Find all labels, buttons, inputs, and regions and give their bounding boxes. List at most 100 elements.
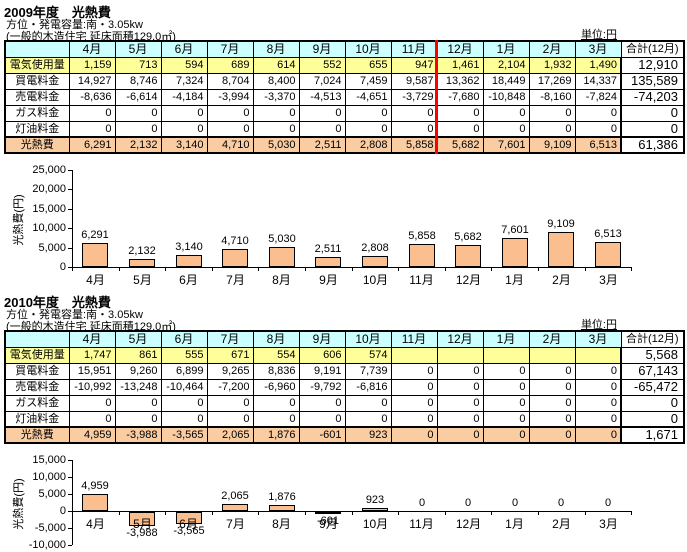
cell: 0 xyxy=(436,104,484,122)
cell: 1,490 xyxy=(574,56,622,74)
y-tick-label: 0 xyxy=(59,505,66,517)
x-tick xyxy=(538,267,539,271)
x-tick xyxy=(72,267,73,271)
month-column-header: 1月 xyxy=(482,330,530,348)
y-tick-label: 5,000 xyxy=(38,242,66,254)
cell: 1,876 xyxy=(252,426,300,444)
row-label: 買電料金 xyxy=(4,72,70,90)
cell: 671 xyxy=(206,346,254,364)
cell: -7,680 xyxy=(436,88,484,106)
cell: 0 xyxy=(436,410,484,428)
cell: 0 xyxy=(160,410,208,428)
cell: 4,710 xyxy=(206,136,254,154)
table-row: 灯油料金 0 0 0 0 0 0 0 0 0 0 0 0 0 xyxy=(4,410,685,428)
unit-label-2010: 単位:円 xyxy=(580,319,617,331)
cell: 0 xyxy=(114,410,162,428)
x-category-label: 6月 xyxy=(179,273,198,287)
month-column-header: 10月 xyxy=(344,40,392,58)
x-tick xyxy=(352,267,353,271)
y-tick xyxy=(68,528,72,529)
row-total: 0 xyxy=(620,394,685,412)
x-category-label: 1月 xyxy=(505,517,524,531)
month-column-header: 11月 xyxy=(390,40,438,58)
cell: 5,030 xyxy=(252,136,300,154)
row-label: ガス料金 xyxy=(4,104,70,122)
cell: 0 xyxy=(252,394,300,412)
y-tick-label: 0 xyxy=(59,261,66,273)
cell xyxy=(482,346,530,364)
cell: 0 xyxy=(574,410,622,428)
unit-label-2009: 単位:円 xyxy=(580,29,617,41)
bar-value-label: -3,565 xyxy=(173,525,205,537)
month-column-header: 9月 xyxy=(298,330,346,348)
x-tick xyxy=(305,511,306,515)
cell: 0 xyxy=(390,362,438,380)
bar-value-label: 3,140 xyxy=(175,241,203,253)
y-tick xyxy=(68,545,72,546)
cell: 0 xyxy=(206,410,254,428)
cell: -7,824 xyxy=(574,88,622,106)
cost-table-wrap-2010: 4月 5月 6月 7月 8月 9月 10月 11月 12月 1月 2月 3月 合計(12月) 電気使用量 1… xyxy=(4,330,685,444)
total-column-header: 合計(12月) xyxy=(620,40,685,58)
cell: 7,459 xyxy=(344,72,392,90)
y-tick xyxy=(68,267,72,268)
cell: 0 xyxy=(344,394,392,412)
bar-value-label: 2,132 xyxy=(128,245,156,257)
row-total: 0 xyxy=(620,104,685,122)
row-label: ガス料金 xyxy=(4,394,70,412)
bar-value-label: 5,858 xyxy=(408,230,436,242)
cell: 0 xyxy=(390,104,438,122)
cell: 0 xyxy=(390,378,438,396)
row-label: 買電料金 xyxy=(4,362,70,380)
row-label: 灯油料金 xyxy=(4,410,70,428)
cell: -6,960 xyxy=(252,378,300,396)
cell: 1,932 xyxy=(528,56,576,74)
cell xyxy=(574,346,622,364)
table-header-row: 4月 5月 6月 7月 8月 9月 10月 11月 12月 1月 2月 3月 合計(12月) xyxy=(4,330,685,348)
y-tick-label: 5,000 xyxy=(38,488,66,500)
bar xyxy=(502,238,528,267)
y-tick-label: 20,000 xyxy=(32,183,66,195)
bar xyxy=(129,259,155,267)
x-tick xyxy=(258,511,259,515)
y-tick xyxy=(68,460,72,461)
cell: -3,994 xyxy=(206,88,254,106)
cell: 7,024 xyxy=(298,72,346,90)
bar-value-label: 7,601 xyxy=(501,224,529,236)
x-tick xyxy=(212,511,213,515)
cell: 0 xyxy=(574,394,622,412)
cell: -7,200 xyxy=(206,378,254,396)
cell: 7,739 xyxy=(344,362,392,380)
section-title-2010: 2010年度 光熱費 xyxy=(4,295,111,310)
x-tick xyxy=(398,267,399,271)
bar-value-label: 1,876 xyxy=(268,491,296,503)
cell: 15,951 xyxy=(68,362,116,380)
month-column-header: 7月 xyxy=(206,40,254,58)
table-row: ガス料金 0 0 0 0 0 0 0 0 0 0 0 0 0 xyxy=(4,394,685,412)
row-total: 5,568 xyxy=(620,346,685,364)
cell: 1,747 xyxy=(68,346,116,364)
cell: -601 xyxy=(298,426,346,444)
cell: 0 xyxy=(574,426,622,444)
bar xyxy=(176,512,202,524)
cell: 0 xyxy=(436,120,484,138)
cell: -8,636 xyxy=(68,88,116,106)
y-axis-line xyxy=(72,170,73,267)
cell: 689 xyxy=(206,56,254,74)
cell: 2,065 xyxy=(206,426,254,444)
red-divider-line xyxy=(435,40,438,154)
cell: 3,140 xyxy=(160,136,208,154)
total-column-header: 合計(12月) xyxy=(620,330,685,348)
row-label: 売電料金 xyxy=(4,88,70,106)
x-category-label: 12月 xyxy=(455,273,482,287)
cell: 947 xyxy=(390,56,438,74)
bar-value-label: 5,682 xyxy=(454,231,482,243)
corner-cell xyxy=(4,40,70,58)
cell: 0 xyxy=(482,120,530,138)
bar xyxy=(222,504,248,511)
y-tick-label: -5,000 xyxy=(34,522,66,534)
y-tick xyxy=(68,477,72,478)
x-tick xyxy=(445,267,446,271)
cell: 594 xyxy=(160,56,208,74)
